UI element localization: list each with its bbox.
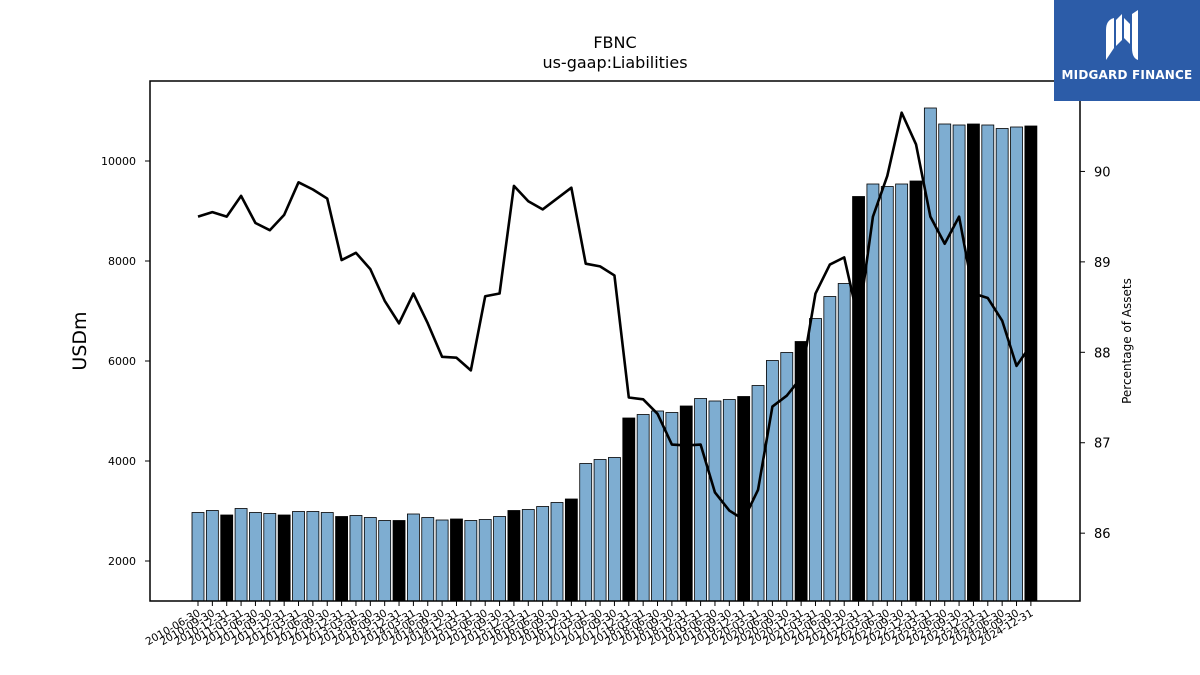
bar-2011-09-30 <box>263 513 277 602</box>
y2-tick-label-89: 89 <box>1094 256 1111 271</box>
bar-2017-12-31 <box>622 417 636 602</box>
bar-2018-09-30 <box>665 412 679 602</box>
x-ticks-group: 2010-06-302010-09-302010-12-312011-03-31… <box>144 601 1035 648</box>
bar-2022-09-30 <box>895 183 909 602</box>
bar-2022-06-30 <box>880 186 894 602</box>
bar-2017-09-30 <box>608 457 621 602</box>
bar-2019-12-31 <box>737 396 751 602</box>
plot-frame <box>149 80 1081 602</box>
chart-subtitle: us-gaap:Liabilities <box>542 53 687 72</box>
bar-2021-06-30 <box>823 296 837 602</box>
bar-2021-09-30 <box>837 283 851 602</box>
bar-2014-09-30 <box>435 519 449 602</box>
y-ticks-group: 2000 4000 6000 8000 10000 <box>101 155 150 568</box>
bar-2014-03-31 <box>406 513 420 602</box>
bar-2023-03-31 <box>923 107 937 602</box>
y2-tick-label-87: 87 <box>1094 437 1111 452</box>
y-tick-label-4000: 4000 <box>108 455 136 468</box>
bar-2018-06-30 <box>651 410 664 602</box>
bar-2024-12-31 <box>1024 125 1038 602</box>
y-tick-label-2000: 2000 <box>108 555 136 568</box>
bar-2019-06-30 <box>708 400 722 602</box>
bar-2012-03-31 <box>292 511 305 602</box>
y-axis-label: USDm <box>69 311 91 370</box>
bar-2016-03-31 <box>521 509 535 602</box>
bar-2013-03-31 <box>349 515 363 602</box>
bar-2010-09-30 <box>205 510 219 602</box>
bar-2011-12-31 <box>277 514 291 602</box>
bar-2023-09-30 <box>952 124 966 602</box>
bar-2019-03-31 <box>694 398 707 602</box>
y2-axis-label: Percentage of Assets <box>1120 278 1134 404</box>
y2-ticks-group: 86 87 88 89 90 <box>1080 165 1111 542</box>
bar-2024-06-30 <box>995 128 1009 602</box>
bar-2021-12-31 <box>852 196 865 602</box>
bar-2014-12-31 <box>450 518 463 602</box>
bar-2020-06-30 <box>766 360 779 602</box>
y-tick-label-8000: 8000 <box>108 255 136 268</box>
bar-2023-06-30 <box>938 123 952 602</box>
bar-2013-09-30 <box>378 520 392 602</box>
y-tick-label-6000: 6000 <box>108 355 136 368</box>
bar-2017-03-31 <box>579 463 593 602</box>
bar-2022-12-31 <box>909 180 923 602</box>
y2-tick-label-86: 86 <box>1094 527 1111 542</box>
y-tick-label-10000: 10000 <box>101 155 136 168</box>
bars-group <box>191 107 1038 602</box>
bar-2020-12-31 <box>794 341 808 602</box>
bar-2010-06-30 <box>191 512 205 602</box>
bar-2011-06-30 <box>249 512 262 602</box>
bar-2016-12-31 <box>564 498 578 602</box>
bar-2013-06-30 <box>363 517 377 602</box>
chart-title: FBNC <box>593 33 636 52</box>
bar-2012-06-30 <box>306 511 320 602</box>
bar-2014-06-30 <box>421 517 435 602</box>
bar-2015-03-31 <box>464 520 478 602</box>
bar-2012-09-30 <box>320 512 334 602</box>
bar-2024-03-31 <box>981 124 995 602</box>
y2-tick-label-88: 88 <box>1094 346 1111 361</box>
bar-2023-12-31 <box>967 123 980 602</box>
bar-2019-09-30 <box>722 399 736 602</box>
bar-2012-12-31 <box>335 516 349 602</box>
y2-tick-label-90: 90 <box>1094 165 1111 180</box>
line-group <box>197 111 1032 521</box>
logo-text: MIDGARD FINANCE <box>1061 68 1193 82</box>
bar-2015-12-31 <box>507 510 521 602</box>
bar-2017-06-30 <box>593 459 607 602</box>
bar-2016-06-30 <box>536 506 550 602</box>
bar-2016-09-30 <box>550 502 564 602</box>
bar-2015-06-30 <box>478 519 492 602</box>
bar-2018-12-31 <box>679 405 693 602</box>
bar-2021-03-31 <box>809 318 822 602</box>
bar-2015-09-30 <box>493 516 506 602</box>
bar-2011-03-31 <box>234 508 248 602</box>
bar-2010-12-31 <box>220 514 234 602</box>
bar-2018-03-31 <box>636 414 650 602</box>
brand-logo: MIDGARD FINANCE <box>1054 0 1200 101</box>
percentage-line <box>197 111 1032 521</box>
bar-2020-03-31 <box>751 385 765 602</box>
bar-2013-12-31 <box>392 520 406 602</box>
logo-mark-icon <box>1106 10 1138 60</box>
